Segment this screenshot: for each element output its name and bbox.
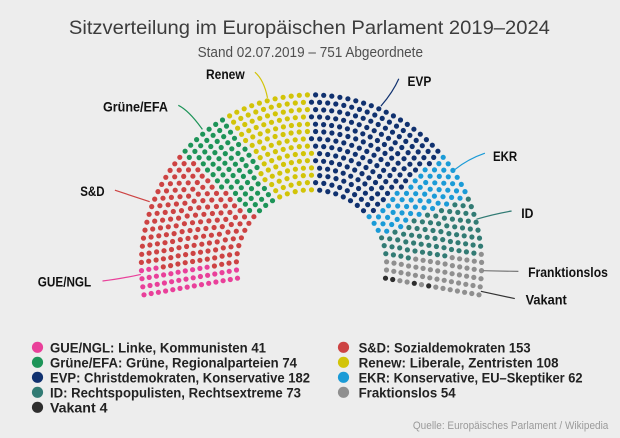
svg-text:ID: ID [521,206,533,221]
svg-text:Vakant: Vakant [526,293,568,308]
svg-text:Grüne/EFA: Grüne, Regionalpart: Grüne/EFA: Grüne, Regionalparteien 74 [50,355,298,370]
svg-text:Fraktionslos 54: Fraktionslos 54 [359,385,457,400]
svg-text:S&D: S&D [80,184,105,199]
svg-text:EVP: EVP [408,74,432,89]
svg-text:Sitzverteilung im Europäischen: Sitzverteilung im Europäischen Parlament… [69,17,550,39]
svg-text:Vakant 4: Vakant 4 [50,400,108,415]
svg-text:Franktionslos: Franktionslos [528,265,608,280]
svg-text:Quelle: Europäisches Parlament: Quelle: Europäisches Parlament / Wikiped… [413,420,609,432]
svg-text:ID: Rechtspopulisten, Rechtsex: ID: Rechtspopulisten, Rechtsextreme 73 [50,385,301,400]
svg-text:EKR: Konservative, EU–Skeptike: EKR: Konservative, EU–Skeptiker 62 [359,370,583,385]
svg-text:Grüne/EFA: Grüne/EFA [103,100,168,115]
svg-text:EKR: EKR [493,149,517,164]
svg-text:Renew: Renew [206,67,245,82]
svg-text:GUE/NGL: GUE/NGL [38,275,91,290]
svg-text:EVP: Christdemokraten, Konserv: EVP: Christdemokraten, Konservative 182 [50,370,310,385]
svg-text:S&D: Sozialdemokraten 153: S&D: Sozialdemokraten 153 [359,340,531,355]
svg-text:Renew: Liberale, Zentristen 10: Renew: Liberale, Zentristen 108 [359,355,560,370]
svg-text:GUE/NGL: Linke, Kommunisten 41: GUE/NGL: Linke, Kommunisten 41 [50,340,267,355]
svg-text:Stand 02.07.2019 – 751 Abgeord: Stand 02.07.2019 – 751 Abgeordnete [198,45,423,61]
